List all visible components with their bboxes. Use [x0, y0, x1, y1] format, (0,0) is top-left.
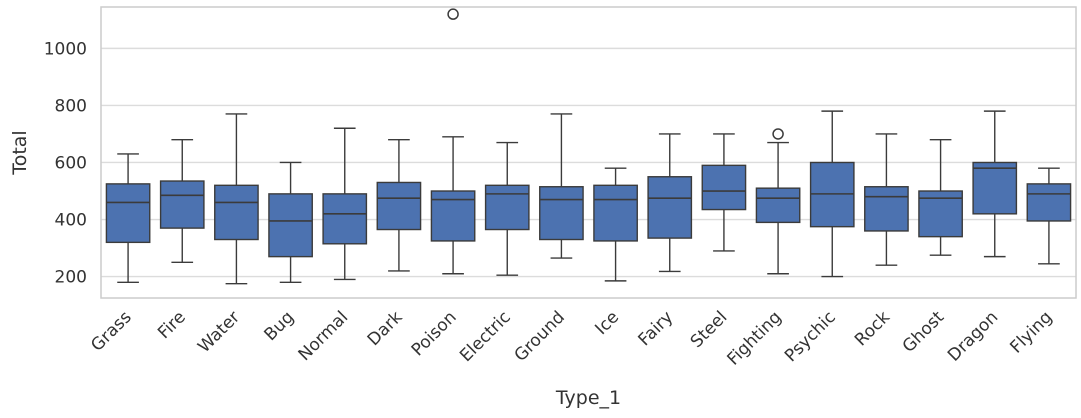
- box-layer: [105, 8, 1072, 285]
- box-group: [105, 153, 151, 284]
- outlier-point: [447, 8, 459, 20]
- box-iqr: [268, 193, 313, 258]
- y-axis-title: Total: [9, 130, 31, 175]
- box-group: [918, 138, 963, 256]
- box-group: [484, 141, 530, 276]
- box-iqr: [1026, 183, 1072, 222]
- y-tick-label: 600: [55, 153, 87, 173]
- box-iqr: [484, 184, 530, 231]
- x-tick-label: Electric: [456, 307, 515, 366]
- box-group: [1026, 167, 1072, 265]
- box-iqr: [322, 193, 368, 245]
- box-iqr: [105, 183, 151, 244]
- box-iqr: [539, 186, 584, 241]
- x-tick-label: Bug: [260, 307, 298, 345]
- box-iqr: [159, 180, 205, 229]
- box-group: [376, 138, 422, 272]
- box-iqr: [430, 190, 476, 242]
- box-group: [972, 110, 1018, 258]
- box-iqr: [214, 184, 259, 241]
- box-iqr: [972, 161, 1018, 215]
- box-group: [593, 167, 638, 282]
- outlier-point: [772, 128, 784, 140]
- box-group: [322, 127, 368, 281]
- x-tick-label: Fighting: [724, 307, 786, 369]
- x-tick-label: Psychic: [781, 307, 840, 366]
- grid-layer: [101, 47, 1076, 278]
- box-group: [701, 133, 747, 252]
- box-group: [159, 138, 205, 264]
- x-tick-label: Dark: [364, 307, 407, 350]
- x-tick-label: Fairy: [635, 307, 678, 350]
- x-tick-label: Dragon: [944, 307, 1002, 365]
- y-tick-label: 400: [55, 211, 87, 231]
- box-group: [214, 113, 259, 285]
- plot-frame: [100, 6, 1077, 299]
- box-iqr: [701, 164, 747, 211]
- box-group: [430, 8, 476, 275]
- y-tick-label: 1000: [44, 39, 87, 59]
- box-iqr: [755, 187, 801, 224]
- box-group: [864, 133, 909, 266]
- y-tick-label: 800: [55, 96, 87, 116]
- x-tick-label: Water: [194, 307, 244, 357]
- box-iqr: [864, 186, 909, 232]
- box-group: [809, 110, 855, 278]
- box-iqr: [376, 181, 422, 231]
- box-group: [647, 133, 693, 273]
- box-group: [755, 128, 801, 275]
- x-tick-label: Ground: [511, 307, 569, 365]
- x-tick-label: Ice: [591, 307, 623, 339]
- box-iqr: [647, 176, 693, 239]
- x-tick-label: Ghost: [899, 307, 949, 357]
- x-tick-label: Flying: [1006, 307, 1056, 357]
- x-tick-label: Steel: [687, 307, 732, 352]
- y-tick-labels: 200 400 600 800 1000: [44, 39, 87, 287]
- box-group: [539, 113, 584, 259]
- x-axis-title: Type_1: [555, 387, 621, 409]
- x-tick-label: Grass: [87, 307, 135, 355]
- x-tick-label: Poison: [408, 307, 461, 360]
- box-group: [268, 161, 313, 284]
- box-iqr: [593, 184, 638, 242]
- x-tick-label: Fire: [154, 307, 190, 343]
- y-tick-label: 200: [55, 268, 87, 288]
- x-tick-label: Rock: [851, 307, 894, 350]
- x-tick-label: Normal: [295, 307, 353, 365]
